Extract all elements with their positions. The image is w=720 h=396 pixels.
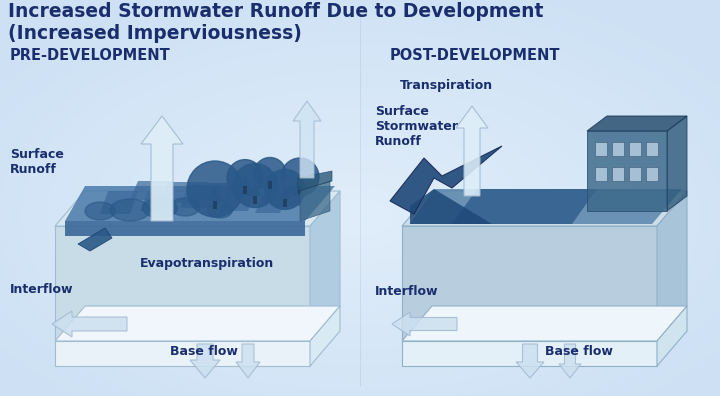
Polygon shape — [65, 186, 335, 221]
Polygon shape — [657, 306, 687, 366]
Polygon shape — [141, 116, 183, 221]
Polygon shape — [657, 191, 687, 341]
Polygon shape — [100, 191, 138, 214]
Polygon shape — [452, 189, 597, 224]
Circle shape — [187, 161, 243, 217]
Polygon shape — [213, 201, 217, 209]
Polygon shape — [253, 196, 257, 204]
Polygon shape — [667, 116, 687, 211]
Polygon shape — [595, 167, 607, 181]
Text: Increased Stormwater Runoff Due to Development: Increased Stormwater Runoff Due to Devel… — [8, 2, 544, 21]
Text: Surface
Runoff: Surface Runoff — [10, 148, 64, 176]
Polygon shape — [587, 131, 667, 211]
Circle shape — [254, 158, 286, 190]
Polygon shape — [595, 142, 607, 156]
Polygon shape — [248, 184, 261, 196]
Polygon shape — [402, 191, 687, 226]
Polygon shape — [265, 172, 275, 181]
Polygon shape — [456, 106, 488, 196]
Polygon shape — [310, 191, 340, 341]
Polygon shape — [243, 186, 247, 194]
Polygon shape — [65, 221, 305, 236]
Polygon shape — [559, 344, 581, 378]
Polygon shape — [220, 190, 256, 211]
Polygon shape — [55, 306, 340, 341]
Polygon shape — [410, 189, 682, 224]
Polygon shape — [402, 226, 657, 341]
Text: Interflow: Interflow — [10, 283, 73, 296]
Polygon shape — [255, 194, 288, 213]
Polygon shape — [190, 344, 220, 378]
Polygon shape — [55, 341, 310, 366]
Polygon shape — [629, 167, 641, 181]
Polygon shape — [140, 191, 173, 211]
Polygon shape — [298, 186, 302, 194]
Circle shape — [233, 164, 277, 208]
Ellipse shape — [207, 202, 233, 218]
Polygon shape — [310, 306, 340, 366]
Text: PRE-DEVELOPMENT: PRE-DEVELOPMENT — [10, 48, 171, 63]
Text: POST-DEVELOPMENT: POST-DEVELOPMENT — [390, 48, 560, 63]
Polygon shape — [612, 142, 624, 156]
Polygon shape — [294, 175, 306, 186]
Circle shape — [265, 169, 305, 209]
Polygon shape — [293, 101, 321, 178]
Polygon shape — [55, 191, 340, 226]
Text: Evapotranspiration: Evapotranspiration — [140, 257, 274, 270]
Text: Base flow: Base flow — [170, 345, 238, 358]
Polygon shape — [268, 181, 272, 189]
Ellipse shape — [110, 199, 150, 221]
Polygon shape — [279, 188, 291, 199]
Circle shape — [227, 160, 263, 196]
Ellipse shape — [85, 202, 115, 220]
Text: Surface
Stormwater
Runoff: Surface Stormwater Runoff — [375, 105, 458, 148]
Polygon shape — [200, 183, 238, 201]
Polygon shape — [270, 186, 308, 206]
Polygon shape — [55, 226, 310, 341]
Polygon shape — [298, 171, 332, 191]
Polygon shape — [410, 189, 492, 224]
Circle shape — [281, 158, 319, 196]
Polygon shape — [629, 142, 641, 156]
Polygon shape — [402, 341, 657, 366]
Polygon shape — [180, 185, 223, 208]
Polygon shape — [240, 176, 251, 186]
Polygon shape — [612, 167, 624, 181]
Polygon shape — [52, 311, 127, 337]
Text: (Increased Imperviousness): (Increased Imperviousness) — [8, 24, 302, 43]
Polygon shape — [160, 182, 208, 203]
Text: Base flow: Base flow — [545, 345, 613, 358]
Polygon shape — [587, 116, 687, 131]
Ellipse shape — [170, 198, 200, 216]
Polygon shape — [646, 142, 658, 156]
Polygon shape — [392, 312, 457, 336]
Polygon shape — [236, 344, 260, 378]
Text: Interflow: Interflow — [375, 285, 438, 298]
Polygon shape — [516, 344, 544, 378]
Ellipse shape — [143, 198, 178, 218]
Polygon shape — [207, 187, 223, 201]
Polygon shape — [646, 167, 658, 181]
Polygon shape — [402, 306, 687, 341]
Polygon shape — [390, 146, 502, 214]
Polygon shape — [283, 199, 287, 207]
Text: Transpiration: Transpiration — [400, 79, 493, 92]
Polygon shape — [78, 228, 112, 251]
Polygon shape — [300, 181, 330, 221]
Polygon shape — [130, 181, 173, 200]
